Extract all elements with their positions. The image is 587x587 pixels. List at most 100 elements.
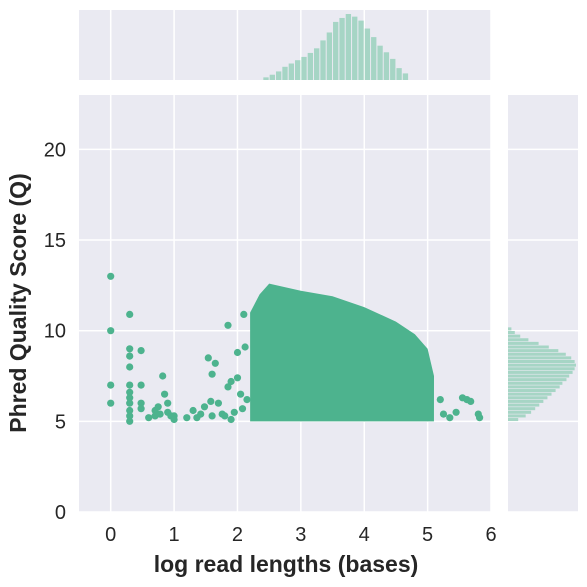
scatter-point: [145, 414, 152, 421]
y-tick-label: 10: [44, 321, 66, 343]
scatter-point: [159, 372, 166, 379]
marginal-x-bar: [358, 21, 363, 80]
marginal-y-bar: [508, 407, 535, 410]
marginal-x-bar: [339, 18, 344, 80]
marginal-y-bar: [508, 400, 543, 403]
scatter-point: [209, 371, 216, 378]
scatter-point: [171, 416, 178, 423]
marginal-y-bar: [508, 364, 576, 367]
scatter-point: [161, 391, 168, 398]
marginal-x-bar: [295, 60, 300, 80]
marginal-x-bar: [390, 59, 395, 80]
scatter-point: [205, 354, 212, 361]
scatter-point: [234, 349, 241, 356]
marginal-x-bar: [282, 67, 287, 80]
y-tick-label: 20: [44, 139, 66, 161]
scatter-point: [231, 409, 238, 416]
marginal-y-bar: [508, 356, 571, 359]
marginal-x-bar: [327, 32, 332, 80]
marginal-x-bar: [301, 57, 306, 80]
scatter-point: [201, 403, 208, 410]
y-tick-label: 5: [55, 411, 66, 433]
x-tick-label: 0: [105, 524, 116, 546]
scatter-point: [212, 360, 219, 367]
scatter-point: [183, 414, 190, 421]
scatter-point: [215, 400, 222, 407]
scatter-point: [164, 400, 171, 407]
scatter-point: [126, 345, 133, 352]
marginal-x-bar: [314, 48, 319, 80]
scatter-point: [228, 416, 235, 423]
marginal-x-bar: [263, 77, 268, 80]
marginal-y-bar: [508, 349, 558, 352]
x-tick-label: 2: [232, 524, 243, 546]
marginal-y-bar: [508, 327, 511, 330]
scatter-point: [126, 382, 133, 389]
scatter-point: [107, 327, 114, 334]
scatter-point: [126, 400, 133, 407]
marginal-x-bar: [371, 37, 376, 80]
marginal-y-bar: [508, 414, 526, 417]
scatter-point: [224, 322, 231, 329]
scatter-point: [155, 403, 162, 410]
y-tick-label: 15: [44, 230, 66, 252]
x-tick-label: 5: [422, 524, 433, 546]
x-tick-label: 6: [485, 524, 496, 546]
marginal-y-bar: [508, 418, 518, 421]
marginal-y-bar: [508, 378, 566, 381]
marginal-x-bar: [403, 73, 408, 80]
scatter-point: [234, 374, 241, 381]
marginal-x-bar: [346, 14, 351, 80]
scatter-point: [207, 398, 214, 405]
marginal-y-bar: [508, 335, 520, 338]
marginal-x-bar: [352, 17, 357, 80]
scatter-point: [237, 391, 244, 398]
scatter-point: [221, 412, 228, 419]
scatter-point: [243, 396, 250, 403]
marginal-y-bar: [508, 331, 515, 334]
y-axis-label: Phred Quality Score (Q): [5, 173, 31, 432]
marginal-x-bar: [289, 64, 294, 81]
marginal-y-bar: [508, 396, 547, 399]
scatter-point: [228, 378, 235, 385]
scatter-point: [240, 311, 247, 318]
scatter-point: [437, 396, 444, 403]
scatter-point: [190, 407, 197, 414]
scatter-point: [126, 311, 133, 318]
scatter-point: [107, 382, 114, 389]
x-axis-label: log read lengths (bases): [154, 551, 419, 577]
x-tick-label: 1: [169, 524, 180, 546]
marginal-y-bar: [508, 338, 528, 341]
marginal-y-bar: [508, 342, 539, 345]
marginal-y-panel: [508, 95, 578, 512]
scatter-point: [453, 409, 460, 416]
scatter-point: [126, 418, 133, 425]
scatter-point: [197, 411, 204, 418]
scatter-point: [157, 411, 164, 418]
marginal-y-bar: [508, 367, 575, 370]
x-tick-label: 3: [295, 524, 306, 546]
marginal-y-bar: [508, 385, 560, 388]
marginal-x-bar: [333, 22, 338, 80]
scatter-point: [126, 363, 133, 370]
marginal-x-bar: [308, 53, 313, 80]
scatter-point: [242, 343, 249, 350]
x-tick-label: 4: [359, 524, 370, 546]
scatter-point: [107, 273, 114, 280]
marginal-y-bar: [508, 360, 575, 363]
scatter-point: [107, 400, 114, 407]
scatter-point: [476, 414, 483, 421]
marginal-y-bar: [508, 393, 552, 396]
marginal-x-bar: [396, 68, 401, 80]
marginal-y-bar: [508, 353, 566, 356]
scatter-point: [126, 353, 133, 360]
marginal-y-bar: [508, 346, 549, 349]
marginal-y-bar: [508, 382, 562, 385]
marginal-x-bar: [270, 75, 275, 80]
marginal-x-bar: [320, 40, 325, 80]
marginal-y-bar: [508, 389, 556, 392]
scatter-point: [239, 405, 246, 412]
scatter-point: [138, 347, 145, 354]
y-tick-label: 0: [55, 502, 66, 524]
